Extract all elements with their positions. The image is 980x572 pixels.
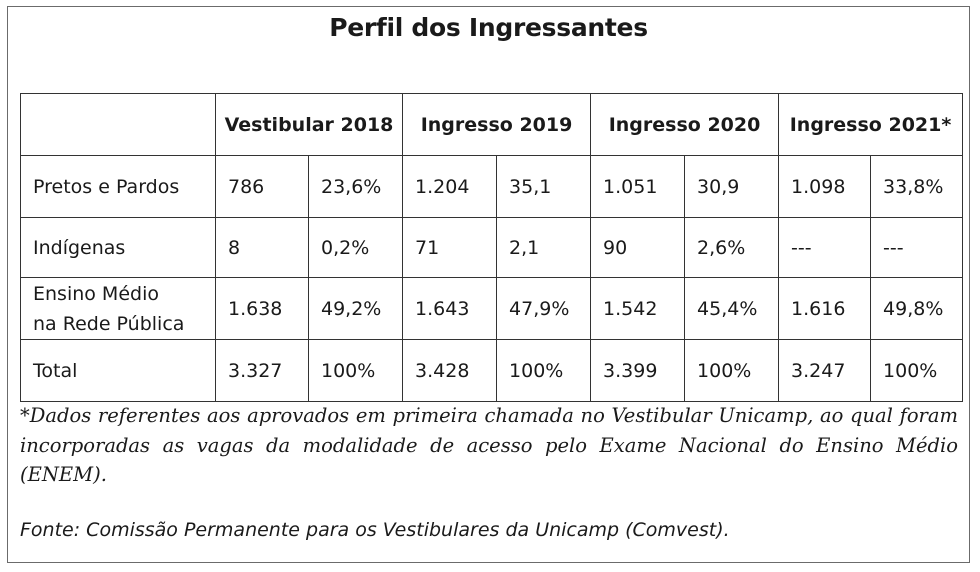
table-cell: 33,8% xyxy=(870,155,964,218)
column-header: Vestibular 2018 xyxy=(214,93,404,156)
header-corner xyxy=(20,93,216,156)
table-row: Ensino Médio na Rede Pública 1.638 49,2% … xyxy=(20,277,964,340)
table-cell: 100% xyxy=(307,339,404,402)
table-cell: 49,8% xyxy=(870,277,964,340)
table-cell: 100% xyxy=(496,339,592,402)
document-frame: Perfil dos Ingressantes Vestibular 2018 … xyxy=(7,6,970,563)
table-cell: 49,2% xyxy=(307,277,404,340)
table-cell: 3.247 xyxy=(778,339,872,402)
table-cell: 23,6% xyxy=(307,155,404,218)
table-cell: 35,1 xyxy=(496,155,592,218)
table-cell: 0,2% xyxy=(307,217,404,278)
table-header-row: Vestibular 2018 Ingresso 2019 Ingresso 2… xyxy=(20,93,964,156)
table-cell: 30,9 xyxy=(684,155,780,218)
table-cell: 45,4% xyxy=(684,277,780,340)
table-row: Total 3.327 100% 3.428 100% 3.399 100% 3… xyxy=(20,339,964,402)
table-cell: --- xyxy=(870,217,964,278)
column-header: Ingresso 2020 xyxy=(590,93,780,156)
table-cell: 71 xyxy=(402,217,498,278)
row-label-line: na Rede Pública xyxy=(33,312,185,335)
table-cell: 47,9% xyxy=(496,277,592,340)
row-label-line: Ensino Médio xyxy=(33,282,159,305)
table-cell: 3.399 xyxy=(590,339,686,402)
table-row: Pretos e Pardos 786 23,6% 1.204 35,1 1.0… xyxy=(20,155,964,218)
table-cell: 1.542 xyxy=(590,277,686,340)
table-cell: 2,1 xyxy=(496,217,592,278)
table-cell: 1.051 xyxy=(590,155,686,218)
source-note: Fonte: Comissão Permanente para os Vesti… xyxy=(20,519,730,541)
table-cell: 3.327 xyxy=(215,339,309,402)
row-label: Ensino Médio na Rede Pública xyxy=(20,277,216,340)
table-cell: 8 xyxy=(215,217,309,278)
row-label: Total xyxy=(20,339,216,402)
table-cell: 100% xyxy=(684,339,780,402)
column-header: Ingresso 2019 xyxy=(402,93,592,156)
table-cell: 1.098 xyxy=(778,155,872,218)
page-title: Perfil dos Ingressantes xyxy=(329,13,648,42)
table-cell: 2,6% xyxy=(684,217,780,278)
table-cell: 786 xyxy=(215,155,309,218)
table-cell: 100% xyxy=(870,339,964,402)
table-cell: 1.643 xyxy=(402,277,498,340)
table-cell: 1.204 xyxy=(402,155,498,218)
table-row: Indígenas 8 0,2% 71 2,1 90 2,6% --- --- xyxy=(20,217,964,278)
footnote: *Dados referentes aos aprovados em prime… xyxy=(20,404,958,486)
table-cell: --- xyxy=(778,217,872,278)
row-label: Pretos e Pardos xyxy=(20,155,216,218)
table-cell: 1.616 xyxy=(778,277,872,340)
table-cell: 1.638 xyxy=(215,277,309,340)
row-label: Indígenas xyxy=(20,217,216,278)
table-cell: 90 xyxy=(590,217,686,278)
column-header: Ingresso 2021* xyxy=(778,93,964,156)
table-cell: 3.428 xyxy=(402,339,498,402)
data-table: Vestibular 2018 Ingresso 2019 Ingresso 2… xyxy=(20,93,964,402)
